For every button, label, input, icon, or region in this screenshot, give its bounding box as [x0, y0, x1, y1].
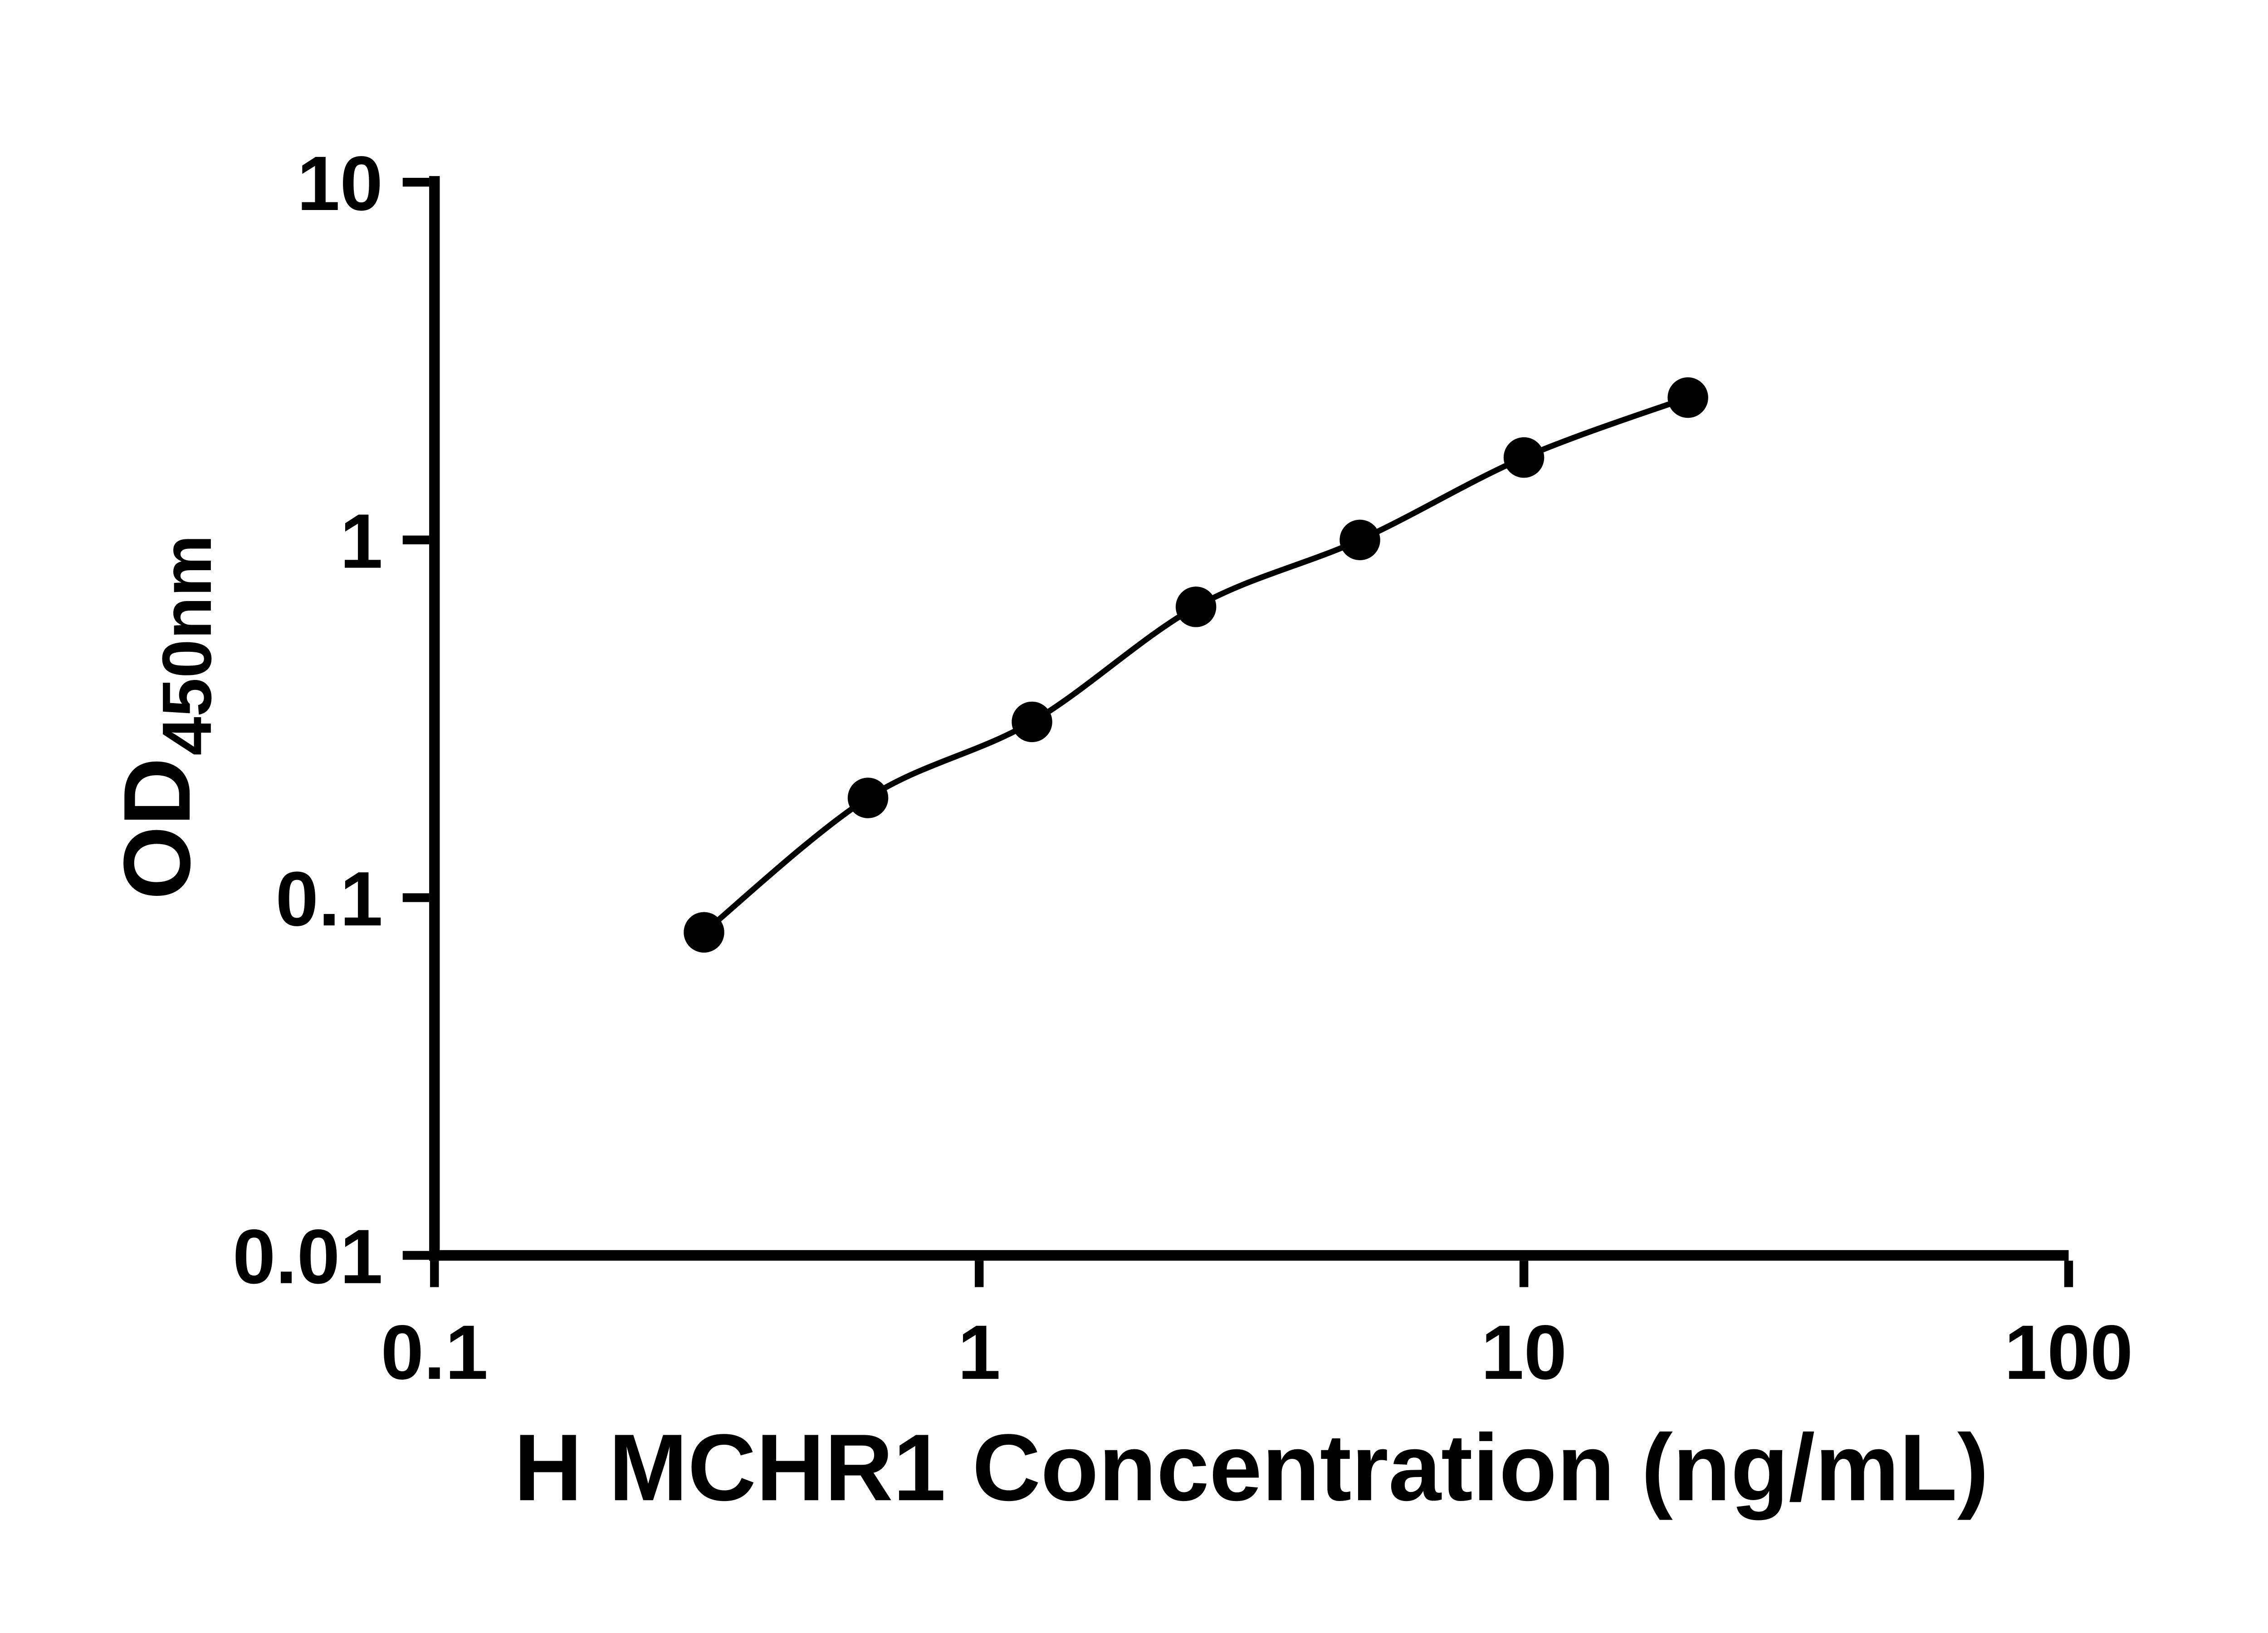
y-axis-title-main: OD: [104, 758, 210, 900]
data-point-marker: [1175, 587, 1217, 627]
y-tick-label: 10: [297, 141, 383, 227]
x-axis-title: H MCHR1 Concentration (ng/mL): [514, 1415, 1989, 1521]
y-axis-title: OD 450nm: [104, 535, 226, 900]
y-tick-label: 0.01: [233, 1214, 383, 1300]
data-point-marker: [1667, 377, 1708, 418]
y-tick-label: 0.1: [275, 856, 383, 942]
data-point-marker: [1339, 519, 1380, 561]
data-point-marker: [1012, 701, 1052, 743]
y-axis-title-subscript: 450nm: [148, 535, 226, 756]
data-point-marker: [847, 777, 889, 818]
fit-curve: [701, 395, 1691, 935]
x-tick-label: 10: [1481, 1310, 1567, 1396]
x-tick-label: 1: [958, 1310, 1001, 1396]
data-point-marker: [1503, 437, 1545, 478]
x-tick-label: 0.1: [381, 1310, 489, 1396]
y-tick-label: 1: [340, 499, 383, 585]
x-tick-label: 100: [2004, 1310, 2133, 1396]
data-point-marker: [684, 912, 724, 953]
plot-area: 0.1 1 10 100 0.01 0.1 1 10: [233, 141, 2133, 1396]
